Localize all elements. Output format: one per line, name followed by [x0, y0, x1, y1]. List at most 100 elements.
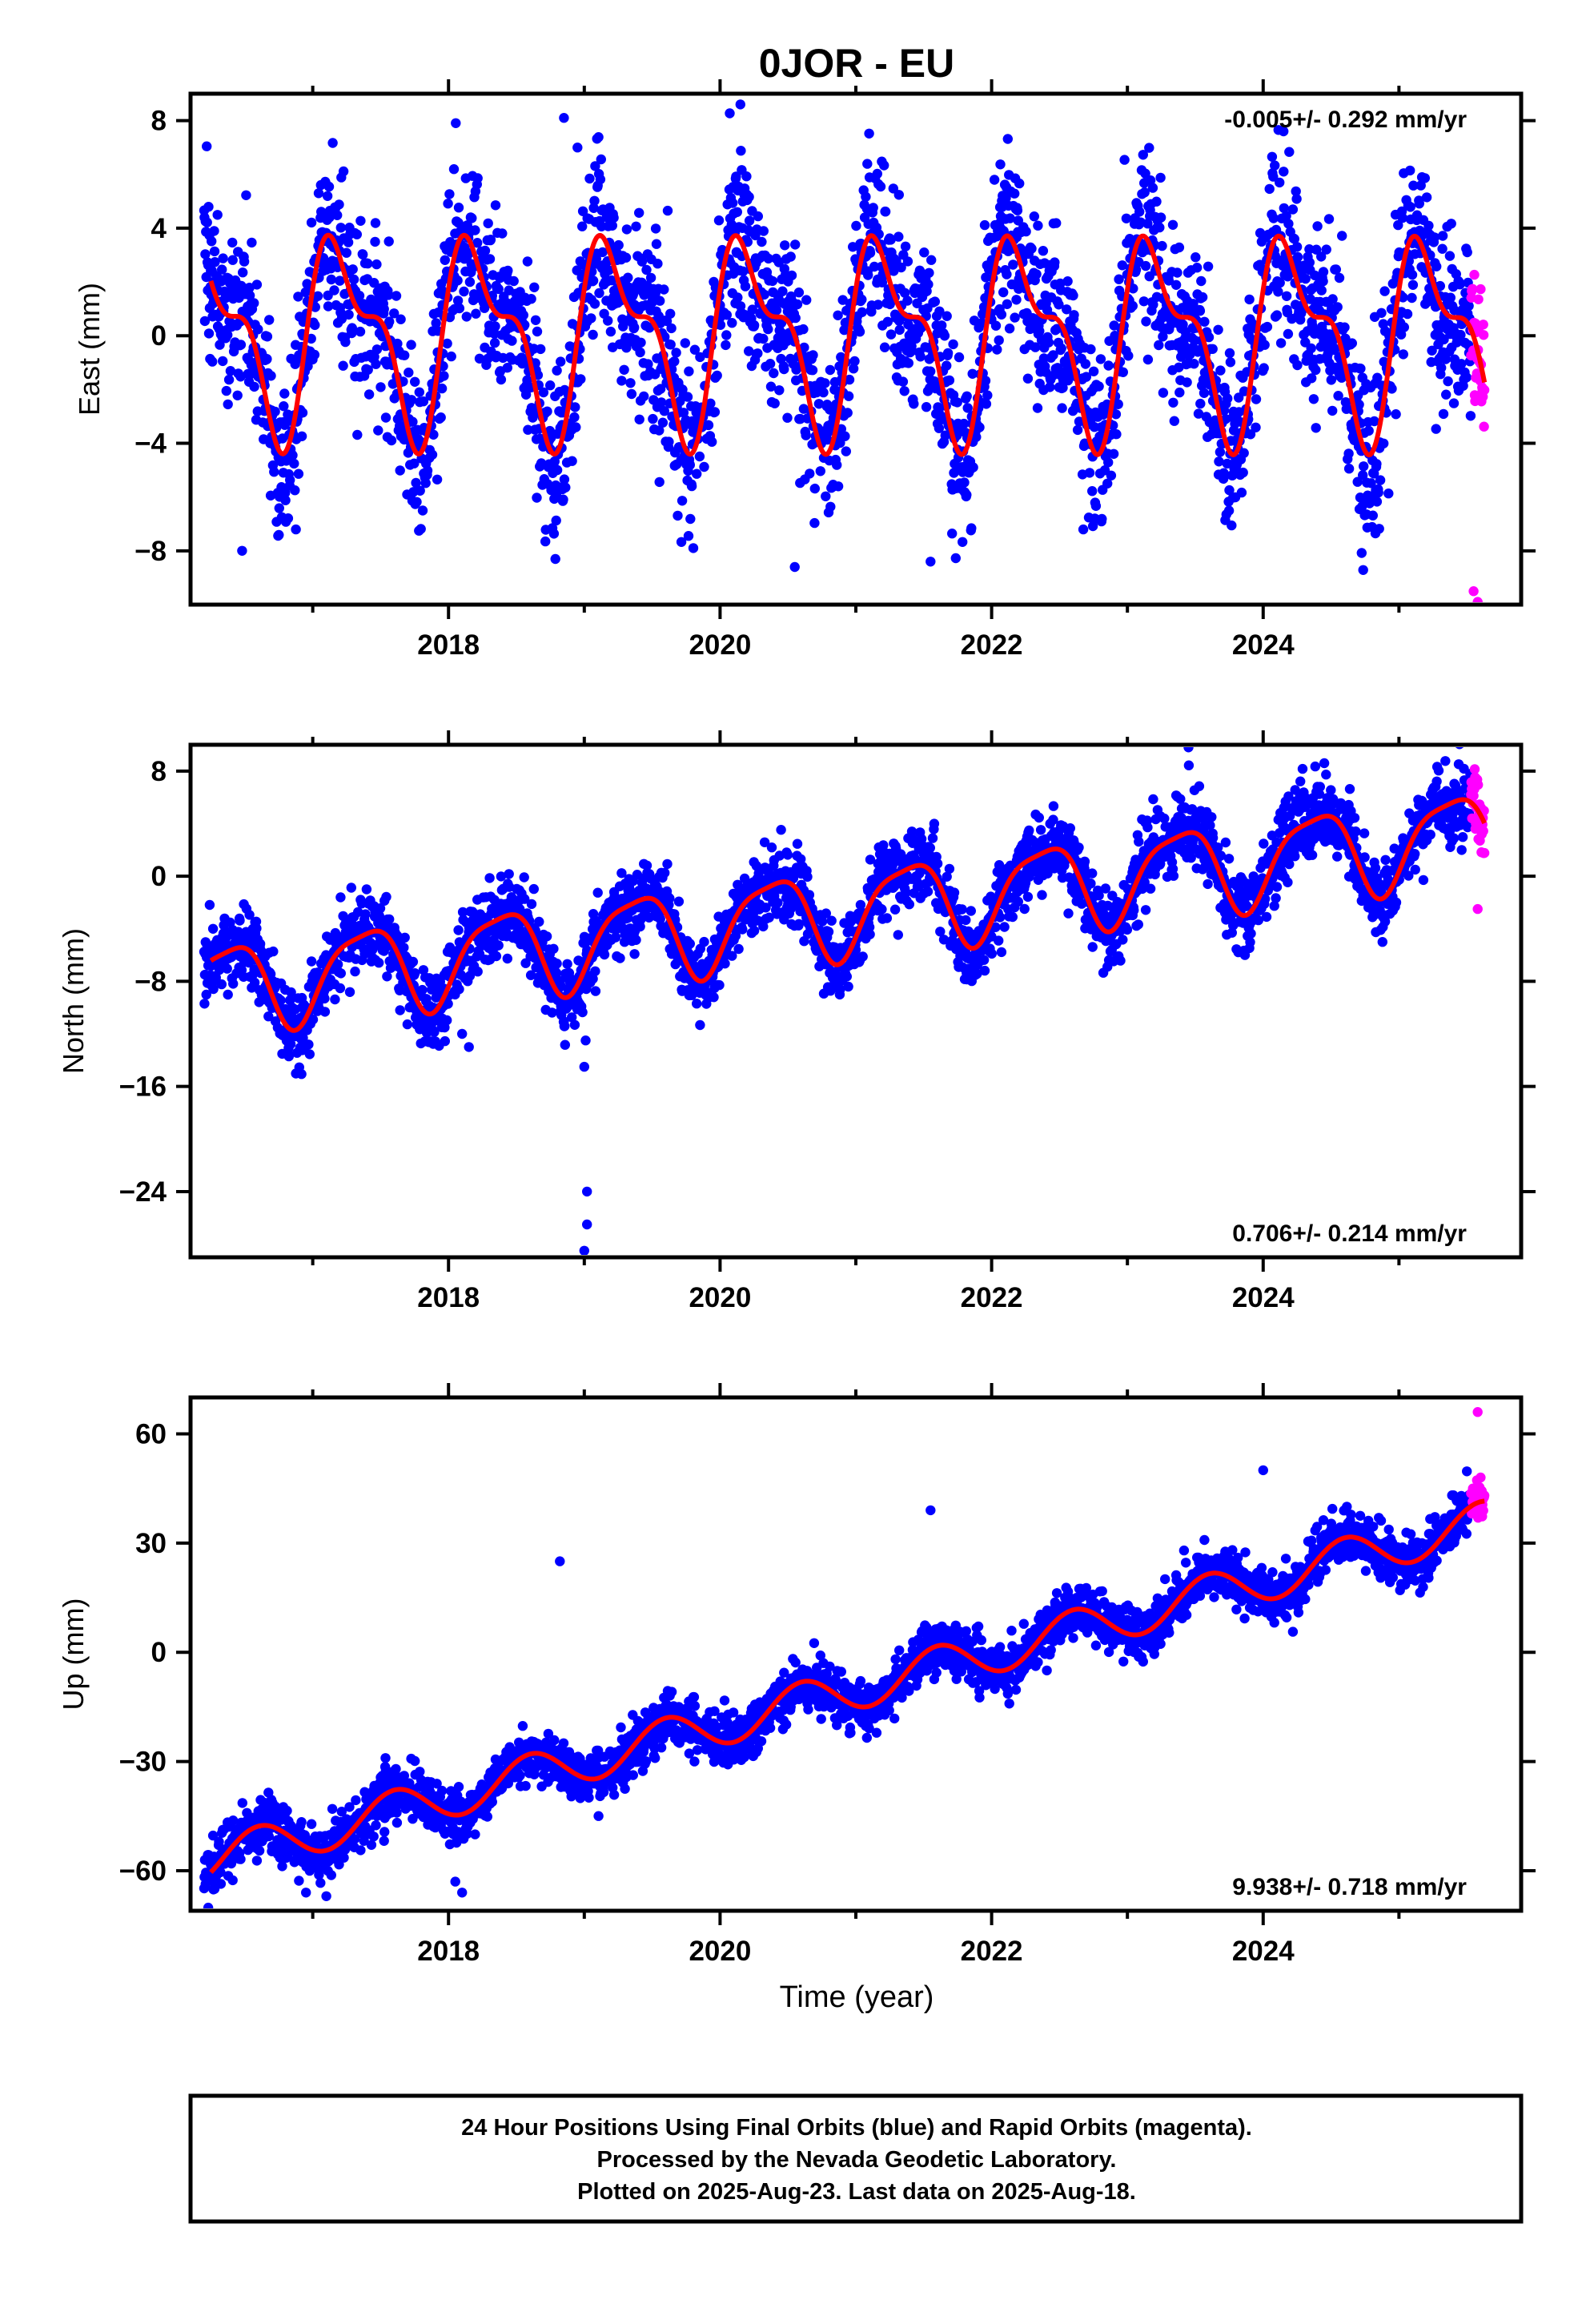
final-orbit-point	[389, 308, 400, 319]
final-orbit-point	[978, 955, 990, 965]
final-orbit-point	[471, 308, 481, 319]
final-orbit-point	[1339, 322, 1350, 332]
final-orbit-point	[937, 320, 947, 331]
final-orbit-point	[900, 241, 911, 251]
final-orbit-point	[1438, 408, 1449, 420]
final-orbit-point	[909, 399, 919, 409]
final-orbit-point	[1300, 273, 1311, 284]
final-orbit-point	[664, 436, 674, 447]
final-orbit-point	[502, 953, 512, 964]
final-orbit-point	[869, 261, 880, 272]
final-orbit-point	[532, 326, 543, 337]
y-tick-label: 4	[151, 213, 167, 244]
final-orbit-point	[371, 359, 381, 369]
final-orbit-point	[792, 838, 803, 849]
final-orbit-point	[312, 291, 323, 301]
final-orbit-point	[1347, 338, 1358, 348]
final-orbit-point	[726, 219, 737, 230]
final-orbit-point	[418, 396, 429, 407]
final-orbit-point	[530, 315, 541, 325]
final-orbit-point	[1289, 234, 1300, 244]
final-orbit-point	[202, 217, 212, 227]
final-orbit-point	[1374, 524, 1384, 534]
final-orbit-point	[1284, 147, 1295, 157]
final-orbit-point	[848, 364, 859, 374]
final-orbit-point	[1405, 202, 1415, 212]
final-orbit-point	[1273, 287, 1283, 297]
final-orbit-point	[274, 529, 284, 541]
y-tick-label: 0	[151, 320, 167, 352]
final-orbit-point	[335, 892, 346, 903]
final-orbit-point	[343, 309, 354, 320]
final-orbit-point	[1421, 192, 1432, 203]
final-orbit-point	[589, 299, 600, 309]
final-orbit-point	[1054, 300, 1064, 310]
final-orbit-point	[216, 979, 227, 990]
final-orbit-point	[692, 999, 702, 1009]
final-orbit-point	[244, 290, 255, 301]
final-orbit-point	[374, 958, 384, 968]
final-orbit-point	[1407, 292, 1417, 304]
final-orbit-point	[249, 298, 259, 308]
final-orbit-point	[522, 256, 533, 267]
rapid-orbit-point	[1476, 283, 1486, 295]
rapid-orbit-point	[1473, 294, 1484, 304]
final-orbit-point	[1110, 331, 1120, 341]
final-orbit-point	[765, 381, 777, 392]
final-orbit-point	[280, 488, 291, 498]
final-orbit-point	[705, 398, 716, 408]
final-orbit-point	[882, 316, 893, 327]
final-orbit-point	[864, 128, 874, 139]
final-orbit-point	[651, 239, 662, 249]
final-orbit-point	[792, 299, 803, 310]
final-orbit-point	[552, 464, 563, 476]
final-orbit-point	[795, 413, 805, 424]
final-orbit-point	[818, 387, 829, 398]
final-orbit-point	[840, 431, 850, 441]
final-orbit-point	[1140, 260, 1151, 271]
final-orbit-point	[589, 195, 600, 206]
final-orbit-point	[930, 296, 941, 307]
final-orbit-point	[529, 282, 540, 292]
final-orbit-point	[1440, 354, 1452, 364]
final-orbit-point	[823, 927, 834, 937]
final-orbit-point	[353, 907, 363, 918]
final-orbit-point	[1352, 476, 1363, 487]
final-orbit-point	[659, 406, 669, 416]
final-orbit-point	[223, 989, 233, 1000]
final-orbit-point	[631, 221, 641, 231]
final-orbit-point	[329, 285, 339, 296]
final-orbit-point	[590, 986, 601, 996]
final-orbit-point	[215, 340, 225, 350]
final-orbit-point	[507, 336, 517, 346]
final-orbit-point	[665, 893, 675, 903]
final-orbit-point	[595, 174, 606, 185]
final-orbit-point	[757, 236, 767, 247]
final-orbit-point	[1127, 300, 1138, 312]
final-orbit-point	[954, 352, 965, 363]
final-orbit-point	[344, 987, 355, 998]
final-orbit-point	[593, 132, 604, 143]
final-orbit-point	[986, 948, 998, 959]
final-orbit-point	[654, 476, 665, 488]
final-orbit-point	[1270, 160, 1280, 171]
final-orbit-point	[1304, 257, 1315, 267]
final-orbit-point	[361, 884, 372, 895]
final-orbit-point	[436, 412, 446, 423]
final-orbit-point	[1138, 296, 1150, 307]
final-orbit-point	[316, 207, 327, 217]
final-orbit-point	[382, 971, 392, 982]
final-orbit-point	[1094, 381, 1104, 392]
final-orbit-point	[599, 949, 610, 960]
final-orbit-point	[363, 258, 373, 269]
final-orbit-point	[577, 221, 588, 231]
final-orbit-point	[520, 389, 532, 400]
final-orbit-point	[454, 984, 464, 995]
final-orbit-point	[906, 345, 917, 356]
outlier-point	[789, 561, 800, 573]
final-orbit-point	[232, 390, 243, 400]
rapid-orbit-point	[1479, 384, 1490, 396]
final-orbit-point	[798, 404, 809, 414]
final-orbit-point	[1259, 363, 1269, 373]
final-orbit-point	[1465, 411, 1476, 421]
